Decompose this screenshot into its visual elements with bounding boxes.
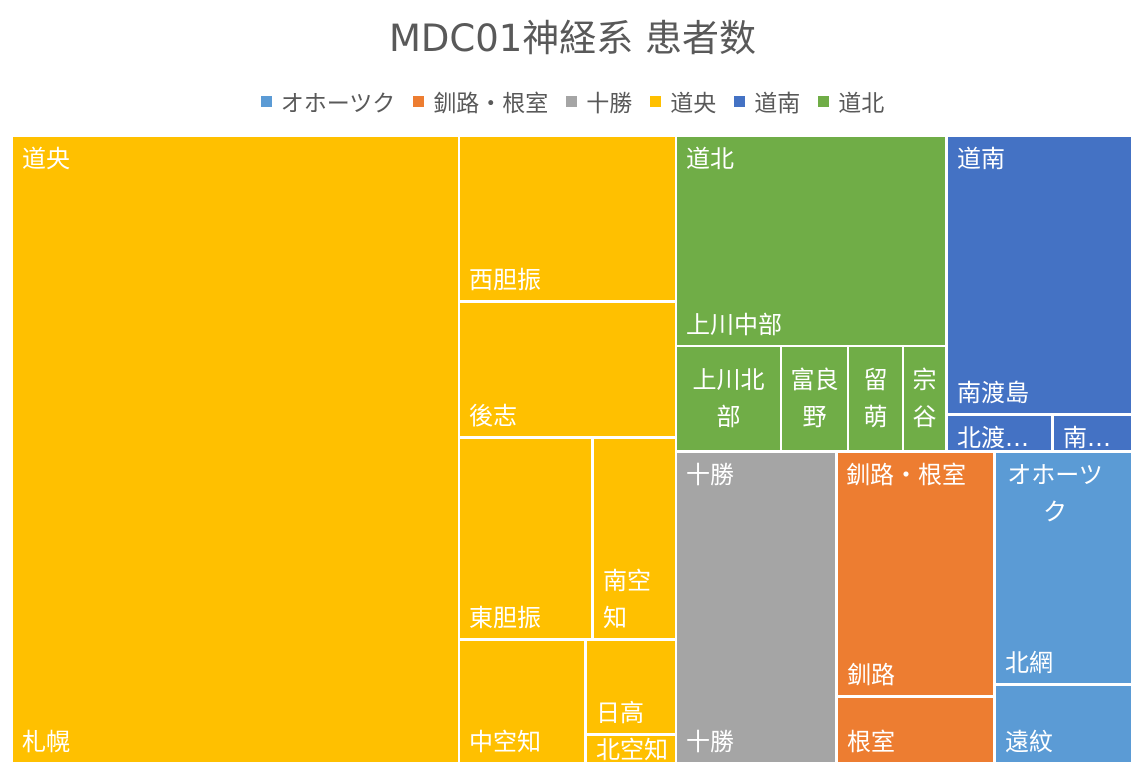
- tile-label-南空知: 南空: [603, 567, 651, 595]
- tile-label-遠紋: 遠紋: [1005, 728, 1053, 756]
- tile-label-釧路: 釧路: [847, 661, 895, 689]
- treemap-tile-道央-中空知: [460, 641, 584, 762]
- treemap-tile-釧路・根室-釧路: [838, 453, 993, 695]
- legend-label-donan: 道南: [754, 91, 801, 117]
- tile-label-北網: 北網: [1005, 649, 1053, 677]
- treemap-tile-道央-西胆振: [460, 137, 675, 300]
- legend-label-doo: 道央: [670, 91, 717, 117]
- treemap-tile-道北-上川中部: [677, 137, 945, 345]
- tile-label-東胆振: 東胆振: [469, 604, 541, 632]
- treemap-tile-道央-日高: [587, 641, 675, 733]
- tile-label-後志: 後志: [469, 402, 517, 430]
- treemap-tile-オホーツク-北網: [996, 453, 1131, 683]
- legend-label-dohoku: 道北: [838, 91, 885, 117]
- treemap-tile-道北-宗谷: [904, 347, 945, 450]
- group-label-道央: 道央: [22, 145, 70, 173]
- tile-label-留萌: 萌: [864, 403, 888, 431]
- legend-label-okhotsk: オホーツク: [280, 91, 396, 117]
- tile-label-富良野: 富良: [791, 366, 839, 394]
- tile-label-十勝: 十勝: [686, 728, 734, 756]
- legend-swatch-doo: [650, 95, 662, 107]
- group-label-道南: 道南: [957, 145, 1005, 173]
- group-label-釧路・根室: 釧路・根室: [846, 461, 966, 489]
- chart-legend: オホーツク 釧路・根室 十勝 道央 道南 道北: [0, 84, 1145, 118]
- legend-swatch-tokachi: [566, 95, 578, 107]
- treemap-tile-道北-上川北部: [677, 347, 780, 450]
- tile-label-南渡島: 南渡島: [957, 379, 1029, 407]
- tile-label-南空知: 知: [603, 604, 627, 632]
- legend-swatch-dohoku: [818, 95, 830, 107]
- chart-title: MDC01神経系 患者数: [388, 17, 757, 60]
- tile-label-南檜山: 南…: [1063, 424, 1111, 452]
- treemap-tile-道央-東胆振: [460, 439, 591, 638]
- legend-label-tokachi: 十勝: [586, 91, 633, 117]
- treemap-tile-道央-後志: [460, 303, 675, 436]
- legend-swatch-okhotsk: [260, 95, 272, 107]
- legend-item-tokachi: 十勝: [566, 84, 632, 118]
- legend-swatch-kushiro-nemuro: [413, 95, 425, 107]
- treemap-tile-道央-南空知: [594, 439, 675, 638]
- group-label-オホーツク: ク: [1043, 498, 1067, 526]
- treemap-tile-道南-南檜山: [1054, 416, 1131, 450]
- tile-label-宗谷: 宗: [913, 366, 937, 394]
- treemap-tile-道南-北渡島檜山: [948, 416, 1051, 450]
- tile-label-留萌: 留: [864, 366, 888, 394]
- tile-label-札幌: 札幌: [22, 728, 70, 756]
- treemap-tile-道央-北空知: [587, 736, 675, 762]
- treemap-tile-道北-留萌: [849, 347, 902, 450]
- treemap-tile-道北-富良野: [782, 347, 847, 450]
- treemap-tile-釧路・根室-根室: [838, 698, 993, 762]
- tile-label-上川北部: 部: [717, 403, 741, 431]
- treemap-tile-道央-札幌: [13, 137, 458, 762]
- tile-label-北渡島檜山: 北渡…: [957, 424, 1029, 452]
- tile-label-宗谷: 谷: [913, 403, 937, 431]
- legend-item-dohoku: 道北: [818, 84, 884, 118]
- tile-label-日高: 日高: [596, 699, 644, 727]
- group-label-十勝: 十勝: [686, 461, 734, 489]
- legend-item-kushiro-nemuro: 釧路・根室: [413, 84, 548, 118]
- tile-label-上川北部: 上川北: [693, 366, 765, 394]
- treemap-tile-道南-南渡島: [948, 137, 1131, 413]
- tile-label-中空知: 中空知: [469, 728, 541, 756]
- legend-item-donan: 道南: [734, 84, 800, 118]
- legend-item-doo: 道央: [650, 84, 716, 118]
- tile-label-西胆振: 西胆振: [469, 266, 541, 294]
- legend-label-kushiro-nemuro: 釧路・根室: [433, 91, 549, 117]
- treemap-tile-十勝-十勝: [677, 453, 835, 762]
- tile-label-上川中部: 上川中部: [686, 311, 782, 339]
- tile-label-富良野: 野: [803, 403, 827, 431]
- tile-label-根室: 根室: [847, 728, 895, 756]
- legend-item-okhotsk: オホーツク: [260, 84, 396, 118]
- group-label-オホーツク: オホーツ: [1007, 461, 1103, 489]
- group-label-道北: 道北: [686, 145, 734, 173]
- tile-label-北空知: 北空知: [596, 736, 668, 764]
- legend-swatch-donan: [734, 95, 746, 107]
- treemap-tile-オホーツク-遠紋: [996, 686, 1131, 762]
